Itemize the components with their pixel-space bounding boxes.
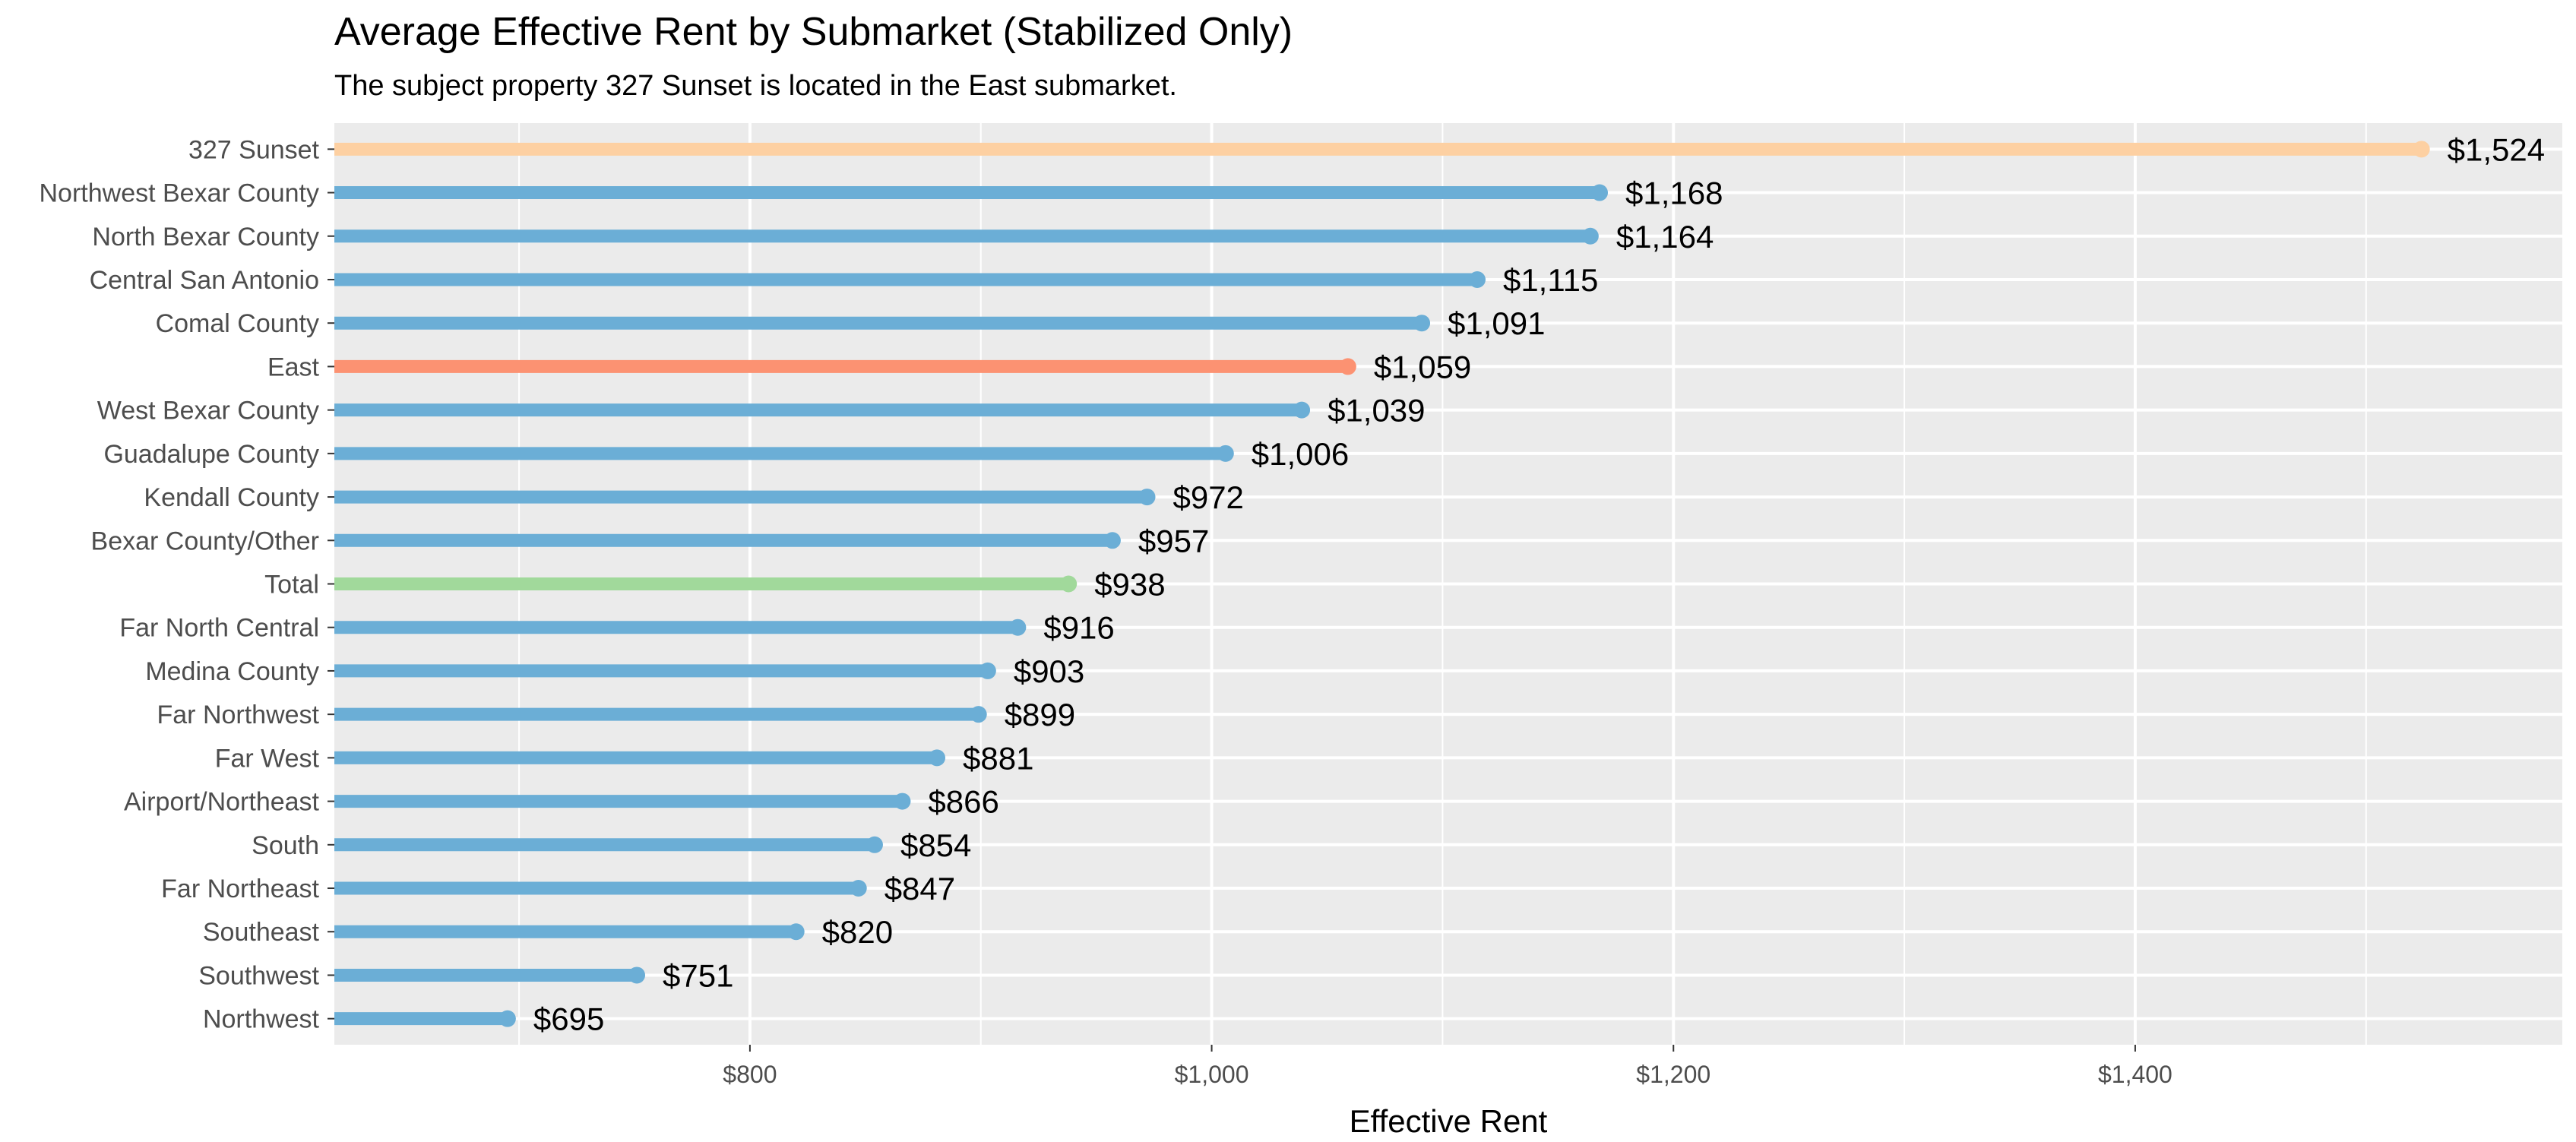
y-tick-label: Far Northeast	[161, 875, 319, 903]
y-tick-label: Far Northwest	[157, 701, 320, 729]
y-tick-label: North Bexar County	[92, 223, 319, 251]
data-label: $938	[1094, 567, 1165, 603]
y-tick-label: Airport/Northeast	[124, 788, 320, 817]
x-tick-label: $1,200	[1636, 1061, 1710, 1088]
data-label: $1,006	[1252, 436, 1349, 472]
bar-end-point	[1060, 575, 1078, 593]
bar-end-point	[787, 923, 805, 941]
bar-end-point	[894, 792, 911, 810]
bar-end-point	[1413, 315, 1431, 332]
bar-end-point	[850, 880, 867, 897]
bar-end-point	[1009, 618, 1027, 636]
data-label: $820	[822, 914, 893, 950]
data-label: $1,039	[1328, 393, 1425, 429]
bar-end-point	[1293, 401, 1311, 419]
y-tick-label: Bexar County/Other	[91, 527, 319, 555]
y-tick-label: Northwest	[203, 1005, 320, 1034]
x-tick-label: $800	[723, 1061, 777, 1088]
data-label: $903	[1014, 653, 1084, 689]
bar-end-point	[1217, 444, 1234, 462]
data-label: $695	[533, 1001, 604, 1037]
bar-end-point	[628, 966, 646, 984]
y-tick-label: Medina County	[145, 657, 319, 686]
data-label: $866	[928, 784, 998, 820]
y-tick-label: Far West	[215, 744, 320, 773]
data-label: $1,059	[1374, 349, 1471, 384]
y-axis-labels: 327 Sunset Northwest Bexar County North Be…	[40, 135, 334, 1034]
chart-title: Average Effective Rent by Submarket (Sta…	[334, 10, 1293, 54]
x-axis-title: Effective Rent	[1350, 1103, 1548, 1139]
data-label: $916	[1043, 610, 1114, 646]
data-label: $972	[1172, 479, 1243, 515]
data-label: $1,091	[1448, 305, 1545, 341]
data-label: $1,168	[1625, 176, 1723, 211]
bar-end-point	[1138, 489, 1156, 506]
data-label: $1,164	[1616, 219, 1714, 255]
y-tick-label: Total	[264, 571, 319, 599]
bar-end-point	[1339, 358, 1356, 375]
bars: $1,524 $1,168 $1,164 $1,115 $1,091 $1,059 $1,0…	[334, 131, 2545, 1037]
data-label: $847	[885, 871, 955, 906]
data-label: $854	[900, 827, 971, 863]
x-tick-label: $1,400	[2098, 1061, 2173, 1088]
bar-end-point	[2413, 141, 2430, 158]
bar-end-point	[1591, 184, 1609, 201]
x-tick-label: $1,000	[1175, 1061, 1249, 1088]
data-label: $751	[663, 957, 733, 993]
chart-subtitle: The subject property 327 Sunset is locat…	[334, 70, 1177, 102]
bar-end-point	[1103, 532, 1121, 549]
y-tick-label: Northwest Bexar County	[40, 179, 320, 208]
data-label: $899	[1005, 697, 1075, 732]
bar-end-point	[970, 706, 987, 723]
bar-end-point	[979, 662, 996, 679]
y-tick-label: South	[252, 831, 319, 860]
y-tick-label: Far North Central	[119, 614, 319, 643]
bar-end-point	[498, 1010, 516, 1027]
bar-end-point	[1468, 270, 1486, 288]
data-label: $1,115	[1503, 262, 1598, 298]
data-label: $881	[963, 740, 1033, 776]
data-label: $957	[1138, 523, 1209, 558]
y-tick-label: Central San Antonio	[90, 266, 319, 295]
y-tick-label: 327 Sunset	[188, 135, 320, 164]
y-tick-label: Guadalupe County	[103, 440, 319, 469]
y-tick-label: Kendall County	[144, 483, 319, 512]
y-tick-label: West Bexar County	[97, 397, 319, 425]
x-axis: $800 $1,000 $1,200 $1,400	[723, 1045, 2173, 1088]
data-label: $1,524	[2448, 131, 2545, 167]
y-tick-label: Southeast	[203, 918, 320, 947]
bar-end-point	[866, 836, 883, 853]
bar-end-point	[929, 749, 946, 767]
y-tick-label: Comal County	[156, 309, 319, 338]
y-tick-label: Southwest	[198, 961, 319, 990]
bar-end-point	[1581, 227, 1599, 245]
y-tick-label: East	[267, 353, 320, 381]
